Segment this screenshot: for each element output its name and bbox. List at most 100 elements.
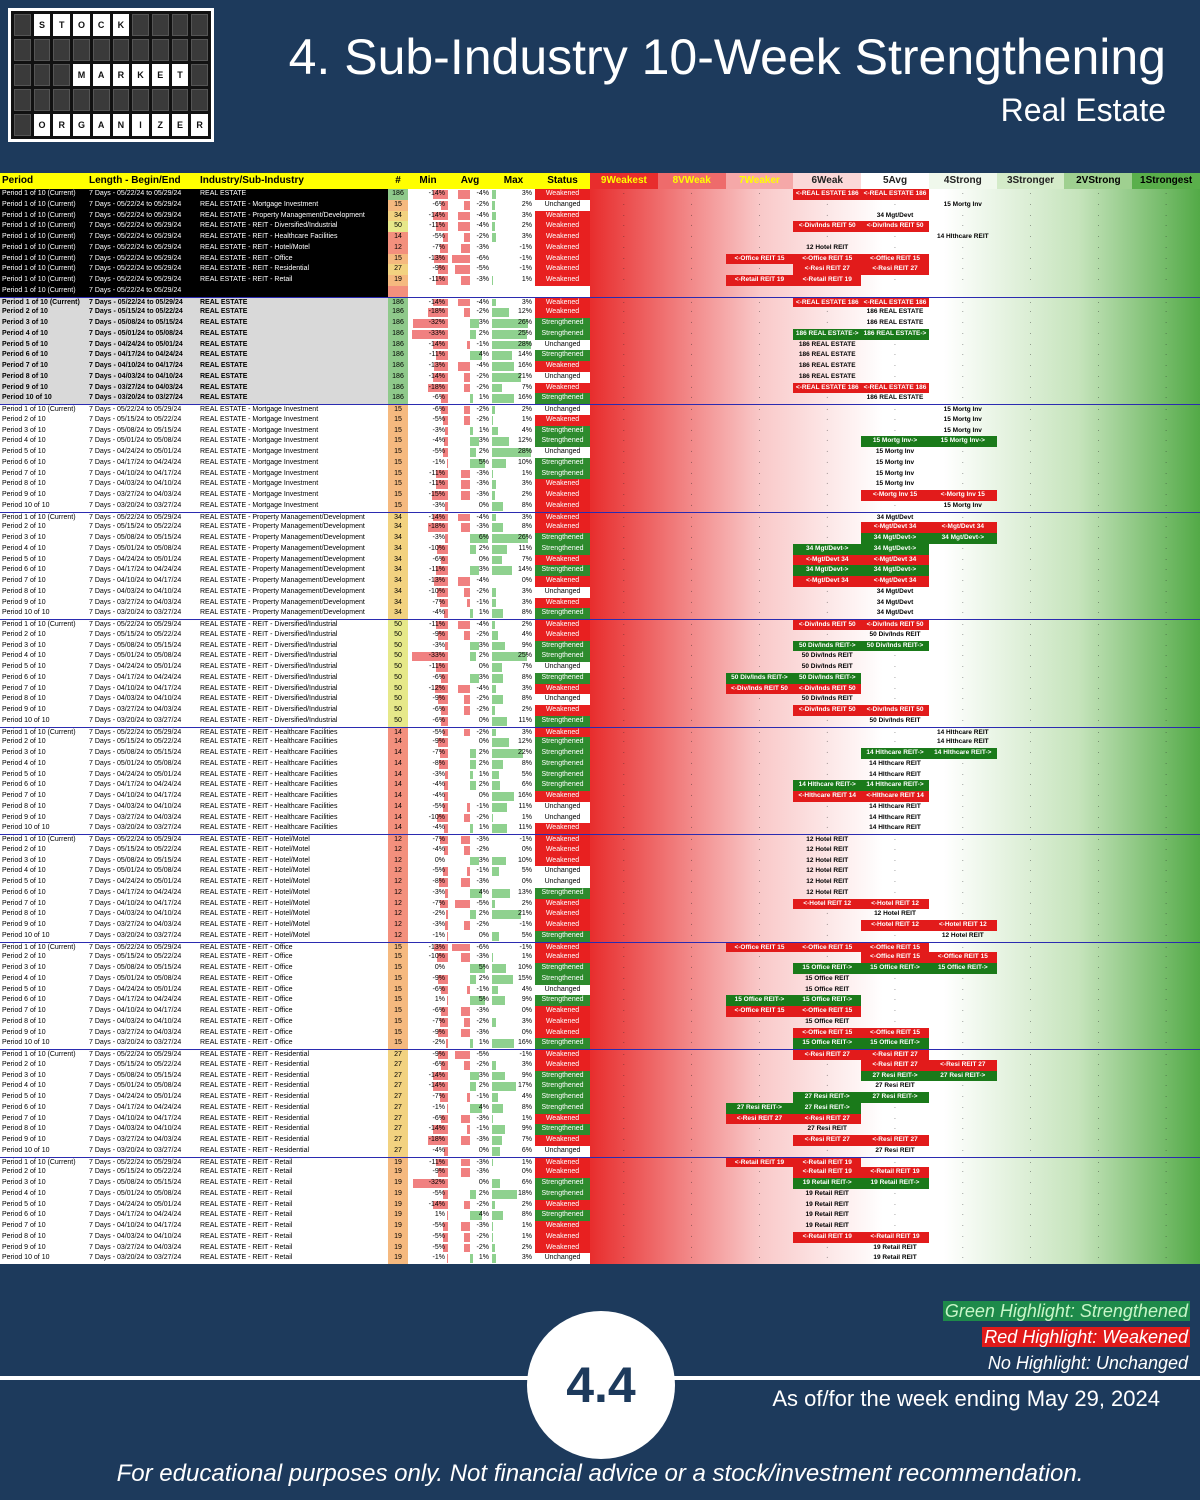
avg-cell: -4% bbox=[448, 211, 492, 222]
rank-cell: <-Mgt/Devt 34 bbox=[861, 576, 929, 587]
table-row: Period 4 of 10 7 Days - 05/01/24 to 05/08… bbox=[0, 758, 1200, 770]
rank-cell: · bbox=[893, 1125, 897, 1133]
rank-cell: · bbox=[622, 200, 625, 208]
industry-cell: REAL ESTATE - REIT - Retail bbox=[200, 1243, 293, 1251]
status-badge: Strengthened bbox=[535, 1124, 590, 1135]
rank-cell: · bbox=[826, 469, 829, 477]
rank-zone: · · · · · 12 Hotel REIT · · · bbox=[590, 930, 1200, 942]
rank-cell: · bbox=[1029, 351, 1032, 359]
count-cell: 15 bbox=[388, 1038, 408, 1049]
rank-cell: · bbox=[758, 415, 761, 423]
industry-cell: REAL ESTATE - REIT - Diversified/Industr… bbox=[200, 684, 338, 692]
max-cell: 12% bbox=[492, 737, 535, 748]
rank-cell: · bbox=[1165, 1254, 1168, 1262]
table-row: Period 3 of 10 7 Days - 05/08/24 to 05/15… bbox=[0, 318, 1200, 329]
rank-cell: · bbox=[690, 910, 693, 918]
max-cell: 0% bbox=[521, 1028, 532, 1036]
rank-cell: · bbox=[961, 824, 964, 832]
rank-cell: <-Hotel REIT 12 bbox=[861, 898, 929, 910]
rank-cell: · bbox=[690, 1232, 693, 1240]
table-row: Period 6 of 10 7 Days - 04/17/24 to 04/24… bbox=[0, 457, 1200, 469]
rank-cell: · bbox=[1097, 652, 1100, 660]
rank-cell: · bbox=[893, 200, 897, 208]
status-badge: Unchanged bbox=[535, 866, 590, 877]
rank-zone: · · · · · 15 Mortg Inv · · · bbox=[590, 500, 1200, 512]
length-cell: 7 Days - 05/15/24 to 05/22/24 bbox=[89, 1168, 182, 1176]
industry-cell: REAL ESTATE - REIT - Diversified/Industr… bbox=[200, 663, 338, 670]
rank-cell: · bbox=[758, 1082, 761, 1090]
rank-cell: · bbox=[1165, 878, 1168, 885]
status-badge: Weakened bbox=[535, 1167, 590, 1178]
min-cell: -5% bbox=[408, 232, 448, 243]
rank-cell: 15 Office REIT-> bbox=[793, 963, 862, 974]
rank-cell: · bbox=[1097, 1189, 1100, 1197]
rank-zone: · · · 186 REAL ESTATE · · · · · bbox=[590, 371, 1200, 383]
min-cell: -18% bbox=[408, 383, 448, 394]
period-cell: Period 6 of 10 bbox=[2, 566, 46, 574]
rank-cell: · bbox=[622, 630, 625, 638]
count-cell: 19 bbox=[388, 1178, 408, 1189]
rank-cell: · bbox=[961, 792, 964, 799]
column-header: 9Weakest bbox=[590, 173, 658, 189]
avg-cell: -1% bbox=[448, 802, 492, 813]
length-cell: 7 Days - 04/10/24 to 04/17/24 bbox=[89, 469, 182, 477]
min-cell: -7% bbox=[408, 1092, 448, 1103]
count-cell: 27 bbox=[388, 1059, 408, 1071]
rank-cell: · bbox=[622, 974, 625, 982]
status-badge: Weakened bbox=[535, 361, 590, 372]
rank-cell: · bbox=[622, 243, 625, 251]
max-cell: 4% bbox=[492, 426, 535, 437]
rank-cell: · bbox=[961, 684, 964, 692]
count-cell: 15 bbox=[388, 995, 408, 1006]
period-cell: Period 5 of 10 bbox=[2, 878, 46, 885]
rank-cell: · bbox=[1165, 792, 1168, 799]
rank-zone: · · · · 27 Resi REIT-> 27 Resi REIT-> · · · bbox=[590, 1070, 1200, 1082]
table-row: Period 6 of 10 7 Days - 04/17/24 to 04/24… bbox=[0, 1210, 1200, 1221]
rank-cell: 15 Mortg Inv bbox=[943, 501, 982, 509]
rank-cell: · bbox=[1097, 491, 1100, 498]
table-row: Period 9 of 10 7 Days - 03/27/24 to 04/03… bbox=[0, 1242, 1200, 1254]
rank-cell: · bbox=[1029, 996, 1032, 1004]
rank-cell: · bbox=[758, 1028, 761, 1036]
min-cell: -8% bbox=[408, 759, 448, 770]
rank-cell: · bbox=[1165, 1168, 1168, 1176]
rank-cell: · bbox=[1165, 1060, 1168, 1068]
period-cell: Period 7 of 10 bbox=[0, 361, 87, 372]
rank-cell: · bbox=[622, 845, 625, 853]
status-badge: Weakened bbox=[535, 1199, 590, 1211]
rank-cell: <-Retail REIT 19 bbox=[793, 1167, 862, 1178]
rank-cell: · bbox=[826, 308, 829, 316]
min-cell: -10% bbox=[408, 544, 448, 555]
logo-cell: K bbox=[132, 64, 149, 86]
rank-cell: · bbox=[826, 587, 829, 595]
rank-cell: · bbox=[622, 1200, 625, 1208]
rank-cell: <-Div/Inds REIT 50 bbox=[725, 683, 794, 695]
rank-cell: · bbox=[690, 921, 693, 928]
avg-cell: 3% bbox=[448, 318, 492, 329]
rank-cell: · bbox=[893, 362, 897, 369]
status-badge: Weakened bbox=[535, 512, 590, 523]
rank-cell: · bbox=[1165, 211, 1168, 219]
period-cell: Period 3 of 10 bbox=[2, 641, 46, 649]
rank-cell: · bbox=[1029, 813, 1032, 821]
period-cell: Period 1 of 10 (Current) bbox=[0, 264, 87, 275]
table-row: Period 2 of 10 7 Days - 05/15/24 to 05/22… bbox=[0, 522, 1200, 533]
avg-cell: 5% bbox=[448, 995, 492, 1006]
rank-cell: · bbox=[758, 1125, 761, 1133]
rank-cell: · bbox=[961, 1082, 964, 1090]
table-row: Period 1 of 10 (Current) 7 Days - 05/22/2… bbox=[0, 189, 1200, 200]
period-cell: Period 4 of 10 bbox=[2, 759, 46, 767]
rank-cell: · bbox=[622, 458, 625, 466]
rank-zone: · · · · 34 Mgt/Devt · · · · bbox=[590, 210, 1200, 222]
table-row: Period 3 of 10 7 Days - 05/08/24 to 05/15… bbox=[0, 533, 1200, 544]
length-cell: 7 Days - 04/17/24 to 04/24/24 bbox=[89, 1211, 182, 1219]
industry-cell: REAL ESTATE - REIT - Residential bbox=[200, 1125, 310, 1133]
rank-cell: · bbox=[1097, 276, 1100, 283]
rank-cell: 34 Mgt/Devt-> bbox=[861, 565, 929, 576]
industry-cell: REAL ESTATE - REIT - Residential bbox=[200, 1071, 310, 1079]
table-row: Period 10 of 10 7 Days - 03/20/24 to 03/2… bbox=[0, 500, 1200, 512]
rank-cell: · bbox=[893, 931, 897, 939]
count-cell: 15 bbox=[388, 973, 408, 985]
rank-cell: · bbox=[622, 1007, 625, 1014]
industry-cell: REAL ESTATE - REIT - Residential bbox=[198, 264, 388, 275]
